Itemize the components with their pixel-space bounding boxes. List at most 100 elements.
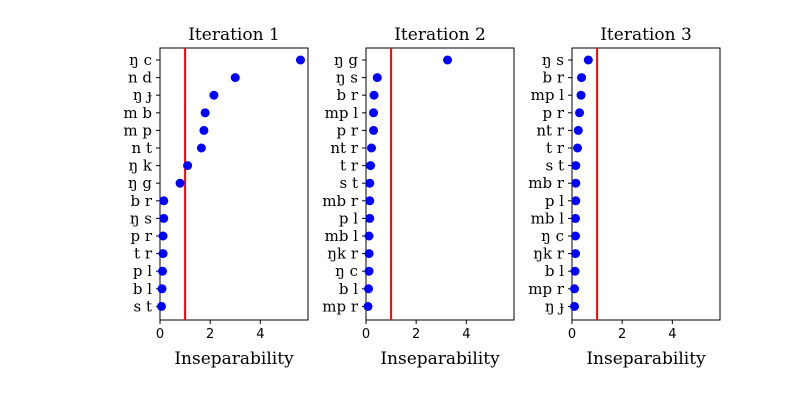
- y-tick-label: b l: [339, 280, 358, 298]
- y-tick-label: mp r: [322, 297, 359, 315]
- y-tick-label: ŋ s: [336, 69, 358, 87]
- data-point: [571, 196, 581, 206]
- y-tick-label: m b: [123, 104, 152, 122]
- data-point: [573, 125, 583, 135]
- y-tick-label: n t: [132, 139, 152, 157]
- chart-title: Iteration 2: [394, 25, 486, 45]
- y-tick-label: ŋk r: [533, 245, 565, 263]
- y-tick-label: t r: [546, 139, 565, 157]
- y-tick-label: nt r: [536, 121, 564, 139]
- data-point: [365, 213, 375, 223]
- data-point: [443, 55, 453, 65]
- data-point: [369, 125, 379, 135]
- x-tick-label: 0: [362, 327, 370, 342]
- y-tick-label: ŋ k: [128, 157, 152, 175]
- y-tick-label: ŋk r: [327, 245, 359, 263]
- data-point: [157, 301, 167, 311]
- data-point: [576, 90, 586, 100]
- x-tick-label: 0: [156, 327, 164, 342]
- data-point: [365, 196, 375, 206]
- x-tick-label: 4: [668, 327, 676, 342]
- y-tick-label: p r: [130, 227, 152, 245]
- y-tick-label: ŋ g: [128, 174, 152, 192]
- y-tick-label: p r: [336, 121, 358, 139]
- y-tick-label: mp r: [528, 280, 565, 298]
- data-point: [571, 213, 581, 223]
- y-tick-label: t r: [340, 157, 359, 175]
- x-axis-label: Inseparability: [586, 349, 706, 369]
- data-point: [364, 231, 374, 241]
- y-tick-label: mp l: [531, 86, 565, 104]
- data-point: [183, 161, 193, 171]
- y-tick-label: m p: [123, 121, 152, 139]
- data-point: [366, 161, 376, 171]
- data-point: [159, 213, 169, 223]
- data-point: [364, 284, 374, 294]
- y-tick-label: ŋ c: [335, 262, 358, 280]
- y-tick-label: s t: [340, 174, 359, 192]
- data-point: [364, 249, 374, 259]
- data-point: [577, 73, 587, 83]
- y-tick-label: b r: [336, 86, 358, 104]
- y-tick-label: s t: [134, 297, 153, 315]
- data-point: [365, 178, 375, 188]
- y-tick-label: mp l: [325, 104, 359, 122]
- data-point: [570, 301, 580, 311]
- data-point: [230, 73, 240, 83]
- data-point: [583, 55, 593, 65]
- data-point: [369, 90, 379, 100]
- data-point: [573, 143, 583, 153]
- data-point: [175, 178, 185, 188]
- y-tick-label: ŋ s: [542, 51, 564, 69]
- data-point: [159, 196, 169, 206]
- chart-panel-1: Iteration 1 0 2 4 Inseparability ŋ cn dŋ ɟm b…: [123, 25, 309, 369]
- y-tick-label: n d: [128, 69, 152, 87]
- y-tick-label: nt r: [330, 139, 358, 157]
- x-tick-label: 0: [568, 327, 576, 342]
- x-tick-label: 2: [618, 327, 626, 342]
- x-axis-label: Inseparability: [174, 349, 294, 369]
- y-tick-label: p l: [133, 262, 152, 280]
- y-tick-label: mb l: [531, 209, 565, 227]
- y-tick-label: b r: [542, 69, 564, 87]
- y-tick-label: mb r: [322, 192, 359, 210]
- data-point: [157, 284, 167, 294]
- y-tick-label: b l: [133, 280, 152, 298]
- data-point: [199, 125, 209, 135]
- x-tick-label: 4: [256, 327, 264, 342]
- data-point: [200, 108, 210, 118]
- data-point: [367, 143, 377, 153]
- x-tick-label: 2: [206, 327, 214, 342]
- data-point: [196, 143, 206, 153]
- axes-frame: [159, 47, 309, 321]
- data-point: [570, 266, 580, 276]
- axes-frame: [571, 47, 721, 321]
- data-point: [571, 249, 581, 259]
- y-tick-label: ŋ s: [130, 209, 152, 227]
- data-point: [369, 108, 379, 118]
- y-tick-label: b l: [545, 262, 564, 280]
- data-point: [295, 55, 305, 65]
- y-tick-label: ŋ c: [541, 227, 564, 245]
- chart-title: Iteration 3: [600, 25, 692, 45]
- y-tick-label: s t: [546, 157, 565, 175]
- y-tick-label: mb l: [325, 227, 359, 245]
- data-point: [575, 108, 585, 118]
- data-point: [570, 284, 580, 294]
- y-tick-label: t r: [134, 245, 153, 263]
- data-point: [364, 266, 374, 276]
- data-point: [363, 301, 373, 311]
- y-tick-label: ŋ ɟ: [133, 86, 152, 104]
- y-tick-label: ŋ g: [334, 51, 358, 69]
- data-point: [158, 231, 168, 241]
- data-point: [571, 161, 581, 171]
- data-point: [158, 249, 168, 259]
- y-tick-label: mb r: [528, 174, 565, 192]
- y-tick-label: p l: [339, 209, 358, 227]
- y-tick-label: ŋ c: [129, 51, 152, 69]
- data-point: [372, 73, 382, 83]
- data-point: [209, 90, 219, 100]
